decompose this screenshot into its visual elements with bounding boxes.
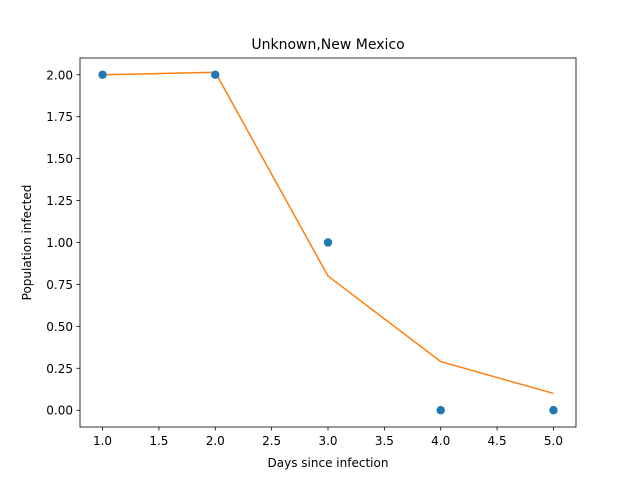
x-tick-label: 5.0: [544, 434, 563, 448]
y-axis-ticks: 0.00 0.25 0.50 0.75 1.00 1.25 1.50 1.75 2.00: [46, 68, 80, 418]
x-tick-label: 4.5: [488, 434, 507, 448]
y-tick-label: 0.25: [46, 362, 73, 376]
x-tick-label: 4.0: [431, 434, 450, 448]
data-point: [436, 406, 445, 415]
fit-line: [102, 71, 554, 395]
y-tick-label: 2.00: [46, 68, 73, 82]
x-tick-label: 2.5: [262, 434, 281, 448]
data-point: [323, 238, 333, 247]
data-point: [211, 70, 220, 79]
plot-frame: [79, 57, 577, 428]
data-point: [549, 406, 558, 415]
y-tick-label: 1.25: [46, 194, 73, 208]
y-tick-label: 1.00: [46, 236, 73, 250]
y-tick-label: 1.75: [46, 110, 73, 124]
y-tick-label: 1.50: [46, 152, 73, 166]
x-tick-label: 3.5: [375, 434, 394, 448]
x-tick-label: 1.5: [149, 434, 168, 448]
x-tick-label: 2.0: [206, 434, 225, 448]
y-tick-label: 0.00: [46, 404, 73, 418]
y-tick-label: 0.50: [46, 320, 73, 334]
y-axis-label: Population infected: [20, 185, 34, 301]
x-tick-label: 1.0: [93, 434, 112, 448]
y-tick-label: 0.75: [46, 278, 73, 292]
chart-title: Unknown,New Mexico: [251, 37, 404, 53]
x-axis-label: Days since infection: [268, 456, 389, 470]
data-point: [98, 70, 107, 79]
x-axis-ticks: 1.0 1.5 2.0 2.5 3.0 3.5 4.0 4.5 5.0: [93, 427, 563, 448]
plot-series: [98, 70, 558, 415]
x-tick-label: 3.0: [318, 434, 337, 448]
